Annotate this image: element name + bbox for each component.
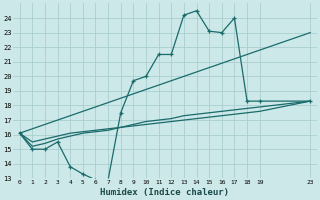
X-axis label: Humidex (Indice chaleur): Humidex (Indice chaleur) xyxy=(100,188,229,197)
